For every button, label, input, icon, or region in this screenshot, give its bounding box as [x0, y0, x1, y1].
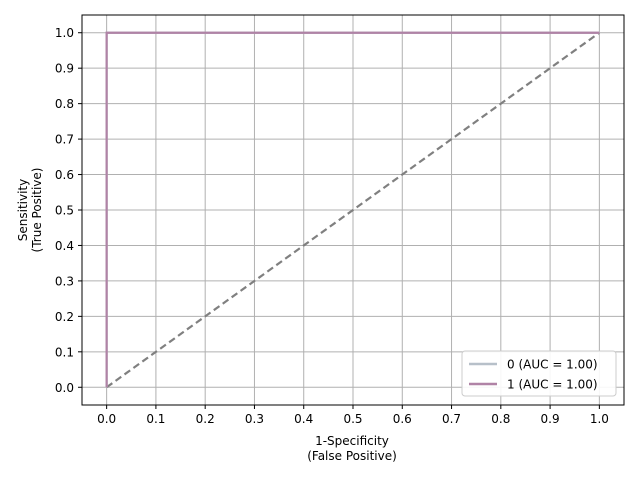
y-tick-label: 0.1 — [55, 345, 74, 359]
x-tick-label: 0.2 — [196, 412, 215, 426]
x-tick-label: 0.0 — [97, 412, 116, 426]
y-tick-label: 0.6 — [55, 168, 74, 182]
y-tick-label: 0.3 — [55, 274, 74, 288]
y-tick-label: 0.8 — [55, 97, 74, 111]
reference-diagonal-line — [105, 31, 601, 389]
x-tick-label: 0.4 — [294, 412, 313, 426]
x-axis-label-line-2: (False Positive) — [307, 449, 397, 463]
legend-label-0: 0 (AUC = 1.00) — [507, 358, 598, 372]
y-tick-label: 0.9 — [55, 62, 74, 76]
y-tick-label: 0.4 — [55, 239, 74, 253]
x-tick-label: 0.7 — [442, 412, 461, 426]
roc-curve-series-1 — [105, 31, 600, 388]
x-tick-label: 0.8 — [491, 412, 510, 426]
x-tick-label: 0.1 — [146, 412, 165, 426]
x-tick-label: 0.3 — [245, 412, 264, 426]
x-axis-label-line-1: 1-Specificity — [315, 434, 389, 448]
y-tick-label: 0.5 — [55, 204, 74, 218]
x-tick-label: 0.5 — [343, 412, 362, 426]
plot-frame — [81, 14, 625, 406]
y-tick-label: 0.2 — [55, 310, 74, 324]
legend-box — [461, 350, 617, 397]
y-axis-label-line-2: (True Positive) — [30, 168, 44, 253]
legend: 0 (AUC = 1.00) 1 (AUC = 1.00) — [461, 350, 617, 397]
y-axis-label-line-1: Sensitivity — [16, 179, 30, 241]
series-layer — [105, 31, 601, 389]
y-tick-label: 0.7 — [55, 133, 74, 147]
x-tick-label: 0.9 — [541, 412, 560, 426]
y-tick-label: 1.0 — [55, 26, 74, 40]
x-tick-label: 0.6 — [393, 412, 412, 426]
axis-ticks: 0.0 0.1 0.2 0.3 0.4 0.5 0.6 0.7 0.8 0.9 1.0 0.0 0.1 0… — [55, 26, 609, 426]
x-tick-label: 1.0 — [590, 412, 609, 426]
y-tick-label: 0.0 — [55, 381, 74, 395]
legend-label-1: 1 (AUC = 1.00) — [507, 378, 598, 392]
